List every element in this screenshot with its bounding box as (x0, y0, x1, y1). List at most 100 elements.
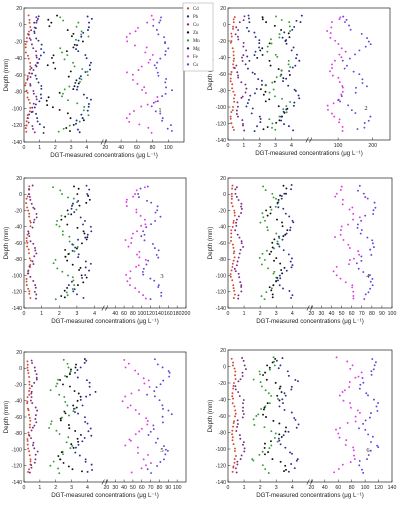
data-point-fe (334, 59, 336, 62)
data-point-zn (81, 470, 83, 473)
data-point-cs (361, 82, 364, 84)
data-point-cu (236, 463, 239, 466)
data-point-cd (28, 292, 31, 295)
data-point-mn (268, 91, 271, 94)
data-point-cd (232, 397, 234, 400)
data-point-mn (274, 128, 277, 131)
data-point-cd (234, 412, 237, 415)
axis-break-mark (310, 305, 314, 311)
data-point-cu (31, 426, 34, 429)
data-point-mn (74, 38, 77, 41)
data-point-mn (266, 226, 269, 229)
legend-marker-cs (186, 63, 190, 66)
data-point-fe (139, 214, 142, 217)
data-point-cs (374, 206, 377, 209)
data-point-pb (78, 454, 81, 457)
data-point-zn (273, 80, 276, 83)
data-point-pb (287, 470, 290, 473)
data-point-fe (351, 286, 354, 289)
data-point-cu (235, 109, 238, 112)
data-point-cu (242, 399, 245, 401)
data-point-mn (251, 458, 254, 461)
data-point-cd (232, 50, 235, 53)
data-point-cd (29, 106, 32, 109)
y-axis-label: Depth (mm) (207, 400, 214, 433)
data-point-zn (278, 119, 281, 122)
x-tick-label: 140 (155, 311, 164, 317)
data-point-mn (49, 464, 52, 467)
x-tick-label: 100 (334, 143, 343, 149)
data-point-mn (260, 385, 263, 388)
data-point-cd (232, 259, 235, 262)
data-point-cu (237, 74, 239, 77)
data-point-cu (28, 195, 31, 198)
legend-label: Mg (193, 47, 200, 52)
data-point-mn (274, 205, 277, 208)
data-point-cd (232, 21, 235, 24)
data-point-cs (367, 433, 370, 436)
y-tick-label: 20 (16, 176, 22, 182)
data-point-cs (356, 128, 359, 131)
data-point-cd (229, 77, 232, 80)
data-point-pb (86, 193, 89, 195)
data-point-cs (152, 424, 155, 427)
data-point-fe (340, 47, 343, 50)
data-point-fe (344, 50, 347, 53)
data-point-mn (261, 252, 264, 255)
data-point-zn (75, 406, 78, 409)
data-point-mn (273, 247, 275, 250)
data-point-fe (128, 438, 131, 441)
x-tick-label: 100 (173, 485, 182, 491)
x-tick-label: 90 (379, 311, 385, 317)
data-point-mn (266, 45, 269, 48)
data-point-fe (326, 104, 329, 107)
x-tick-label: 180 (173, 311, 182, 317)
data-point-cd (229, 117, 232, 120)
data-point-zn (85, 201, 88, 204)
data-point-mn (82, 109, 85, 112)
data-point-mn (273, 436, 276, 439)
x-tick-label: 2 (259, 485, 262, 491)
data-point-zn (64, 215, 67, 218)
data-point-pb (297, 380, 299, 383)
data-point-cu (30, 29, 33, 32)
data-point-cs (367, 394, 369, 397)
data-point-cu (34, 246, 36, 249)
data-point-cd (26, 245, 29, 248)
data-point-mg (74, 81, 77, 84)
data-point-cu (241, 59, 244, 62)
data-point-mn (260, 263, 263, 266)
data-point-pb (88, 188, 91, 191)
data-point-fe (330, 21, 333, 23)
data-point-fe (339, 233, 342, 236)
data-point-pb (289, 229, 292, 232)
data-point-zn (66, 29, 69, 32)
data-point-cu (240, 96, 243, 99)
data-point-cs (159, 19, 162, 22)
data-point-pb (74, 451, 77, 454)
data-point-zn (256, 56, 259, 59)
data-point-fe (142, 294, 145, 297)
data-point-mg (90, 98, 92, 101)
x-tick-label: 120 (146, 311, 155, 317)
data-point-mn (59, 47, 62, 50)
data-point-cs (137, 193, 140, 195)
data-point-fe (351, 206, 354, 209)
data-point-cu (235, 26, 238, 29)
data-point-fe (152, 18, 155, 21)
data-point-cu (241, 119, 244, 122)
data-point-mg (82, 31, 85, 34)
data-point-cd (232, 105, 234, 108)
data-point-cu (241, 416, 244, 419)
data-point-pb (88, 269, 91, 272)
x-tick-label: 70 (359, 311, 365, 317)
data-point-cu (242, 402, 244, 405)
x-tick-label: 40 (112, 311, 118, 317)
data-point-pb (84, 219, 86, 222)
data-point-cd (234, 415, 236, 418)
data-point-fe (130, 237, 133, 240)
data-point-cu (242, 406, 244, 409)
data-point-mn (64, 375, 67, 377)
